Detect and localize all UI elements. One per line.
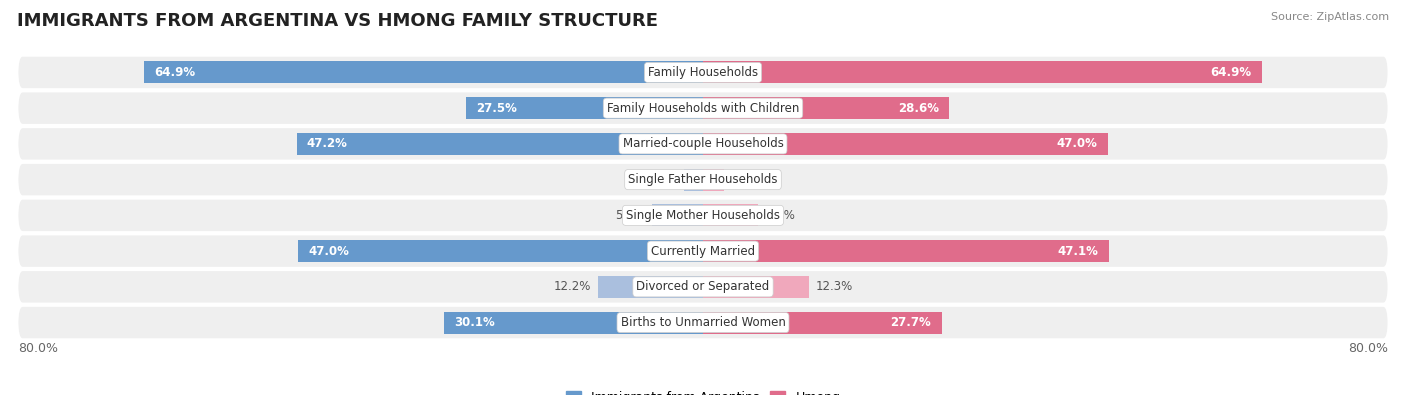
Bar xyxy=(143,61,703,83)
FancyBboxPatch shape xyxy=(18,235,1388,267)
Text: Family Households with Children: Family Households with Children xyxy=(607,102,799,115)
Bar xyxy=(298,240,703,262)
FancyBboxPatch shape xyxy=(18,128,1388,160)
Text: 47.1%: 47.1% xyxy=(1057,245,1098,258)
Bar xyxy=(444,312,703,334)
FancyBboxPatch shape xyxy=(18,271,1388,303)
Bar xyxy=(598,276,703,298)
Text: 47.0%: 47.0% xyxy=(1056,137,1098,150)
Bar xyxy=(703,204,758,226)
Bar xyxy=(467,97,703,119)
Bar xyxy=(703,169,724,191)
Bar xyxy=(703,97,949,119)
FancyBboxPatch shape xyxy=(18,199,1388,231)
Text: 64.9%: 64.9% xyxy=(1211,66,1251,79)
Text: IMMIGRANTS FROM ARGENTINA VS HMONG FAMILY STRUCTURE: IMMIGRANTS FROM ARGENTINA VS HMONG FAMIL… xyxy=(17,12,658,30)
Bar xyxy=(297,133,703,155)
Bar xyxy=(703,240,1108,262)
Text: Married-couple Households: Married-couple Households xyxy=(623,137,783,150)
Text: 12.2%: 12.2% xyxy=(554,280,591,293)
Text: 2.2%: 2.2% xyxy=(647,173,678,186)
Text: 27.7%: 27.7% xyxy=(890,316,931,329)
Text: 27.5%: 27.5% xyxy=(477,102,517,115)
Text: 5.9%: 5.9% xyxy=(616,209,645,222)
Text: Divorced or Separated: Divorced or Separated xyxy=(637,280,769,293)
FancyBboxPatch shape xyxy=(18,164,1388,196)
Legend: Immigrants from Argentina, Hmong: Immigrants from Argentina, Hmong xyxy=(562,387,844,395)
FancyBboxPatch shape xyxy=(18,307,1388,338)
Bar xyxy=(703,133,1108,155)
Bar xyxy=(652,204,703,226)
Text: 47.0%: 47.0% xyxy=(308,245,350,258)
Bar xyxy=(685,169,703,191)
Text: Single Mother Households: Single Mother Households xyxy=(626,209,780,222)
Text: Family Households: Family Households xyxy=(648,66,758,79)
Text: 80.0%: 80.0% xyxy=(18,342,59,355)
Text: 30.1%: 30.1% xyxy=(454,316,495,329)
Bar xyxy=(703,61,1263,83)
Text: Source: ZipAtlas.com: Source: ZipAtlas.com xyxy=(1271,12,1389,22)
Bar xyxy=(703,276,808,298)
Text: 12.3%: 12.3% xyxy=(815,280,853,293)
Text: 64.9%: 64.9% xyxy=(155,66,195,79)
Text: Currently Married: Currently Married xyxy=(651,245,755,258)
Text: 6.4%: 6.4% xyxy=(765,209,794,222)
Bar xyxy=(703,312,942,334)
Text: 47.2%: 47.2% xyxy=(307,137,347,150)
Text: Births to Unmarried Women: Births to Unmarried Women xyxy=(620,316,786,329)
Text: 2.4%: 2.4% xyxy=(731,173,761,186)
FancyBboxPatch shape xyxy=(18,92,1388,124)
Text: 80.0%: 80.0% xyxy=(1347,342,1388,355)
Text: Single Father Households: Single Father Households xyxy=(628,173,778,186)
Text: 28.6%: 28.6% xyxy=(898,102,939,115)
FancyBboxPatch shape xyxy=(18,57,1388,88)
